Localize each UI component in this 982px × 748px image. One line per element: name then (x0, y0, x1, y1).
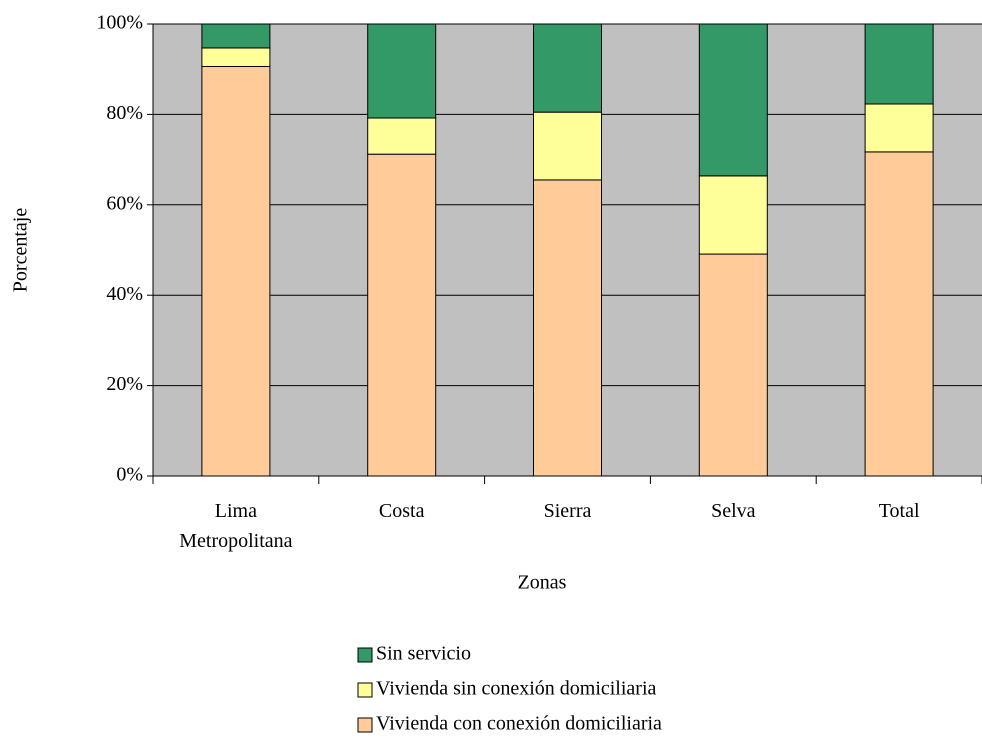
x-tick-label: Lima Metropolitana (179, 500, 293, 552)
legend-label: Vivienda con conexión domiciliaria (376, 713, 662, 735)
x-tick-label: Selva (711, 500, 756, 522)
y-tick-label: 80% (106, 102, 143, 124)
bar-segment (367, 23, 437, 119)
x-axis-label: Zonas (518, 572, 567, 594)
bar-segment (367, 153, 437, 477)
legend-swatch (357, 682, 373, 698)
bar-segment (864, 151, 934, 477)
x-tick-label-box: Selva (711, 500, 756, 522)
legend-swatch (357, 647, 373, 663)
x-tick-label: Sierra (543, 500, 592, 522)
bar-segment (698, 175, 768, 255)
x-tick-label: Total (878, 500, 920, 522)
legend-swatch (357, 717, 373, 733)
bar-segment (201, 65, 271, 477)
legend-label: Sin servicio (376, 643, 471, 665)
x-tick-label-box: Lima Metropolitana (179, 500, 293, 552)
bar-segment (864, 103, 934, 153)
y-tick-label: 60% (106, 192, 143, 214)
bar-segment (533, 23, 602, 113)
legend-label: Vivienda sin conexión domiciliaria (376, 678, 657, 700)
bar-segment (698, 23, 768, 177)
y-tick-label: 0% (116, 464, 143, 486)
x-tick-label-box: Total (878, 500, 920, 522)
bar-segment (201, 47, 271, 67)
y-tick-label: 40% (106, 283, 143, 305)
x-tick-label-box: Sierra (543, 500, 592, 522)
bar-segment (367, 117, 437, 155)
y-tick-label: 100% (96, 12, 143, 34)
y-axis-label: Porcentaje (10, 208, 32, 293)
bar-segment (201, 23, 271, 49)
y-tick-label: 20% (106, 373, 143, 395)
x-tick-label-box: Costa (378, 500, 425, 522)
bar-segment (864, 23, 934, 105)
bar-segment (533, 179, 602, 477)
bar-segment (533, 111, 602, 181)
x-tick-label: Costa (378, 500, 425, 522)
bar-segment (698, 253, 768, 477)
